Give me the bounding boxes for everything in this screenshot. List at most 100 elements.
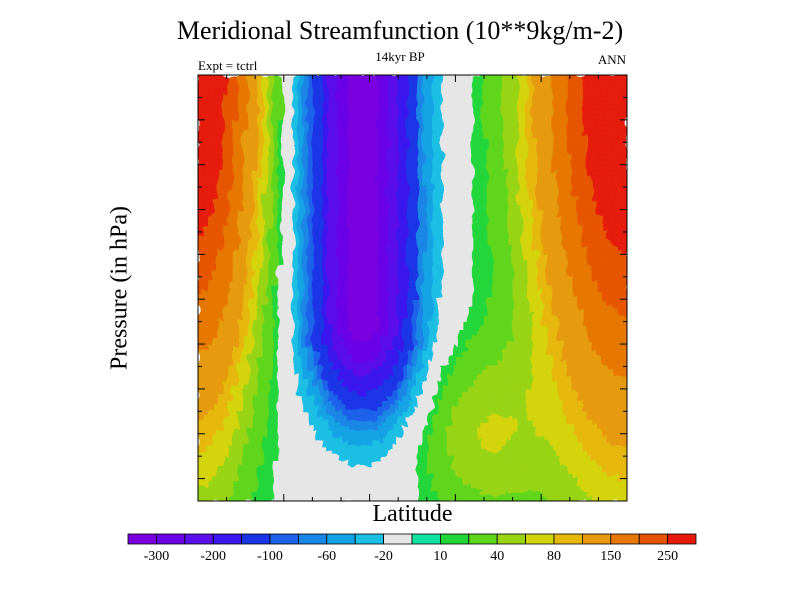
field-cell [397, 350, 404, 357]
field-cell [267, 90, 274, 96]
field-cell [227, 320, 234, 327]
field-cell [477, 260, 483, 267]
field-cell [512, 280, 518, 287]
field-cell [507, 240, 513, 246]
field-cell [492, 255, 498, 262]
field-cell [267, 315, 274, 322]
field-cell [402, 245, 409, 252]
field-cell [532, 110, 538, 116]
field-cell [317, 360, 324, 367]
field-cell [382, 125, 389, 131]
field-cell [607, 340, 613, 347]
field-cell [372, 330, 379, 337]
field-cell [447, 190, 454, 196]
field-cell [317, 345, 324, 352]
field-cell [497, 100, 503, 106]
field-cell [347, 75, 354, 81]
field-cell [227, 120, 234, 126]
field-cell [477, 145, 483, 151]
field-cell [198, 255, 204, 262]
field-cell [362, 85, 369, 91]
field-cell [542, 235, 548, 241]
field-cell [612, 155, 618, 161]
field-cell [262, 245, 269, 252]
field-cell [382, 80, 389, 86]
field-cell [577, 360, 583, 367]
field-cell [292, 245, 299, 252]
field-cell [402, 130, 409, 136]
field-cell [552, 230, 558, 236]
field-cell [537, 350, 543, 357]
field-cell [542, 305, 548, 312]
field-cell [617, 175, 623, 181]
field-cell [472, 270, 478, 277]
field-cell [517, 295, 523, 302]
field-cell [542, 155, 548, 161]
field-cell [437, 260, 444, 267]
field-cell [227, 290, 234, 297]
field-cell [477, 160, 483, 166]
field-cell [617, 335, 623, 342]
field-cell [517, 145, 523, 151]
field-cell [607, 290, 613, 297]
field-cell [352, 185, 359, 191]
field-cell [412, 95, 419, 101]
field-cell [577, 170, 583, 176]
field-cell [577, 145, 583, 151]
field-cell [282, 110, 289, 116]
field-cell [292, 235, 299, 241]
field-cell [287, 320, 294, 327]
field-cell [217, 330, 224, 337]
field-cell [202, 160, 209, 166]
field-cell [492, 270, 498, 277]
field-cell [597, 360, 603, 367]
field-cell [237, 245, 244, 252]
field-cell [292, 275, 299, 282]
field-cell [452, 130, 458, 136]
field-cell [342, 240, 349, 246]
field-cell [592, 310, 598, 317]
field-cell [387, 295, 394, 302]
field-cell [352, 190, 359, 196]
field-cell [347, 150, 354, 156]
field-cell [287, 280, 294, 287]
field-cell [352, 180, 359, 186]
field-cell [282, 75, 289, 81]
field-cell [242, 130, 249, 136]
field-cell [217, 270, 224, 277]
field-cell [567, 135, 573, 141]
field-cell [347, 270, 354, 277]
field-cell [277, 110, 284, 116]
field-cell [607, 275, 613, 282]
field-cell [397, 180, 404, 186]
field-cell [402, 90, 409, 96]
field-cell [267, 295, 274, 302]
field-cell [477, 215, 483, 221]
field-cell [472, 140, 478, 146]
field-cell [482, 90, 488, 96]
field-cell [217, 335, 224, 342]
field-cell [252, 240, 259, 246]
field-cell [417, 360, 424, 367]
field-cell [352, 265, 359, 272]
field-cell [412, 225, 419, 231]
field-cell [562, 220, 568, 226]
field-cell [592, 130, 598, 136]
field-cell [207, 280, 214, 287]
field-cell [612, 210, 618, 216]
field-cell [387, 185, 394, 191]
field-cell [377, 150, 384, 156]
field-cell [342, 155, 349, 161]
field-cell [202, 315, 209, 322]
field-cell [502, 185, 508, 191]
field-cell [342, 170, 349, 176]
field-cell [437, 325, 444, 332]
field-cell [512, 135, 518, 141]
field-cell [592, 175, 598, 181]
field-cell [312, 215, 319, 221]
field-cell [467, 110, 473, 116]
field-cell [302, 145, 309, 151]
field-cell [322, 320, 329, 327]
field-cell [198, 185, 204, 191]
field-cell [457, 190, 463, 196]
